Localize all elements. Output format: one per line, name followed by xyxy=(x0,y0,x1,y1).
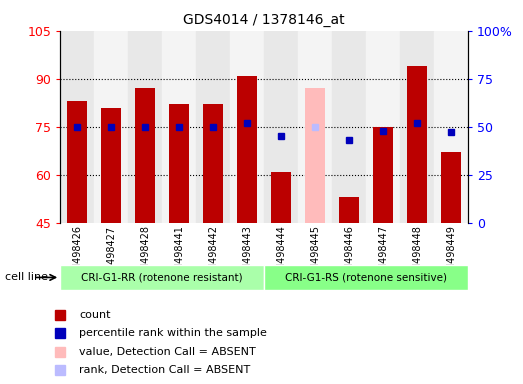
Bar xyxy=(441,152,461,223)
Bar xyxy=(203,104,223,223)
Bar xyxy=(94,31,128,223)
Text: count: count xyxy=(79,310,110,320)
Bar xyxy=(60,265,264,290)
Bar xyxy=(434,31,468,223)
Bar xyxy=(407,66,427,223)
Bar xyxy=(332,31,366,223)
Bar xyxy=(169,104,189,223)
Bar xyxy=(230,31,264,223)
Bar xyxy=(60,31,94,223)
Bar xyxy=(373,127,393,223)
Bar xyxy=(237,76,257,223)
Bar xyxy=(67,101,87,223)
Bar xyxy=(264,31,298,223)
Bar xyxy=(366,31,400,223)
Bar xyxy=(162,31,196,223)
Text: value, Detection Call = ABSENT: value, Detection Call = ABSENT xyxy=(79,347,256,357)
Bar xyxy=(271,172,291,223)
Bar xyxy=(101,108,121,223)
Bar xyxy=(298,31,332,223)
Bar xyxy=(305,88,325,223)
Bar xyxy=(128,31,162,223)
Text: cell line: cell line xyxy=(5,272,48,283)
Text: CRI-G1-RR (rotenone resistant): CRI-G1-RR (rotenone resistant) xyxy=(81,272,243,283)
Title: GDS4014 / 1378146_at: GDS4014 / 1378146_at xyxy=(183,13,345,27)
Bar xyxy=(400,31,434,223)
Bar xyxy=(135,88,155,223)
Bar xyxy=(339,197,359,223)
Bar xyxy=(196,31,230,223)
Text: rank, Detection Call = ABSENT: rank, Detection Call = ABSENT xyxy=(79,366,250,376)
Text: CRI-G1-RS (rotenone sensitive): CRI-G1-RS (rotenone sensitive) xyxy=(285,272,447,283)
Text: percentile rank within the sample: percentile rank within the sample xyxy=(79,328,267,338)
Bar xyxy=(264,265,468,290)
